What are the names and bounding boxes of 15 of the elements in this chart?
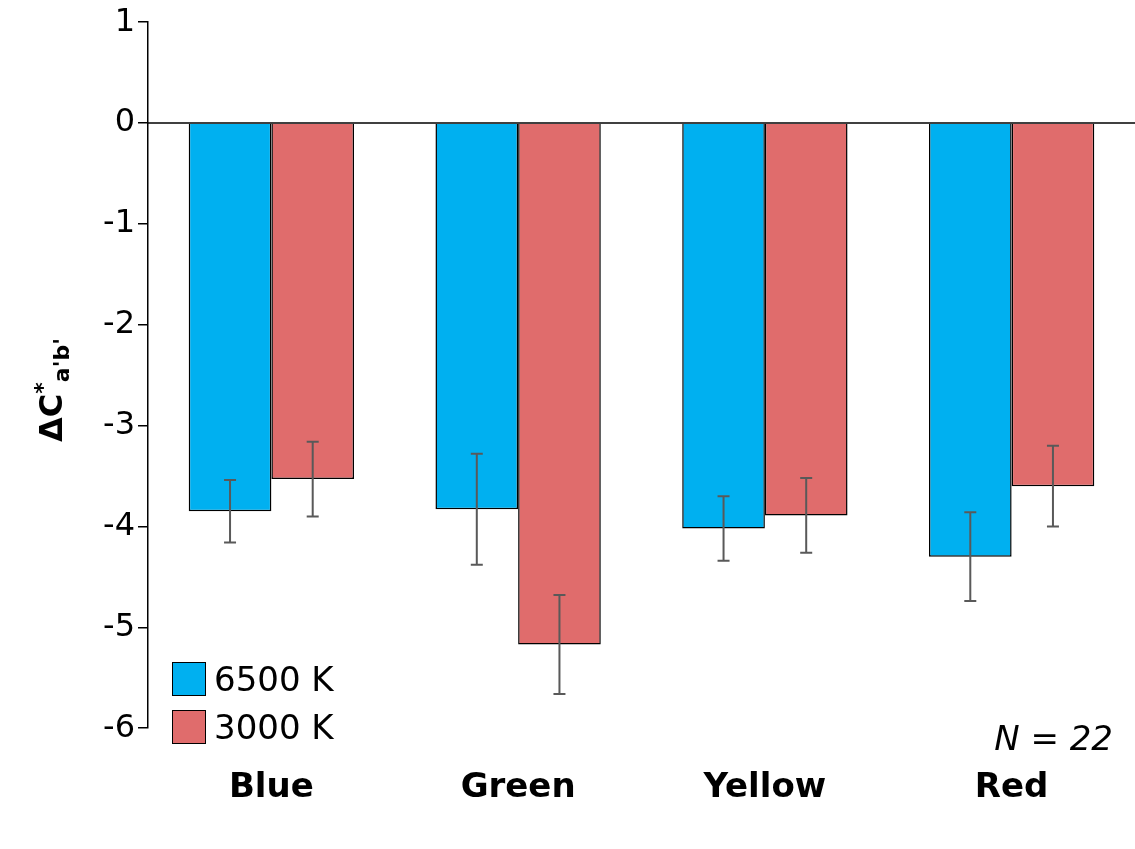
- x-tick-label: Red: [974, 765, 1049, 806]
- y-tick-label: -1: [103, 202, 135, 241]
- y-tick-label: 1: [114, 0, 135, 39]
- y-tick-label: -6: [103, 706, 135, 745]
- legend-label: 3000 K: [214, 707, 334, 747]
- annotation: N = 22: [994, 718, 1113, 758]
- y-tick-label: 0: [114, 101, 135, 140]
- legend-label: 6500 K: [214, 659, 334, 699]
- y-tick-label: -2: [103, 303, 135, 342]
- x-tick-label: Green: [460, 765, 576, 806]
- x-tick-label: Blue: [228, 765, 314, 806]
- y-tick-label: -4: [103, 504, 135, 543]
- x-tick-label: Yellow: [702, 765, 827, 806]
- y-tick-label: -5: [103, 605, 135, 644]
- y-tick-label: -3: [103, 403, 135, 442]
